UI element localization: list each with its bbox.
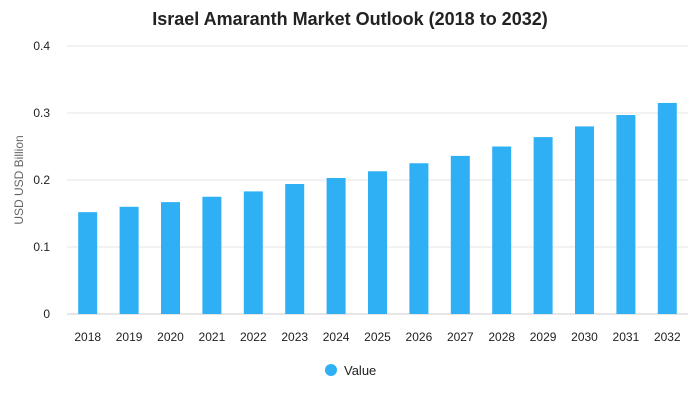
y-tick-label: 0.1 [33, 240, 50, 254]
legend-label-value: Value [344, 363, 376, 378]
bar-2022[interactable] [243, 191, 263, 314]
bar-2023[interactable] [285, 184, 305, 314]
legend-marker [325, 364, 337, 376]
bar-2018[interactable] [78, 212, 98, 314]
x-tick-label: 2020 [157, 330, 184, 344]
x-tick-label: 2029 [530, 330, 557, 344]
y-axis-label: USD USD Billion [12, 135, 26, 224]
x-tick-label: 2019 [116, 330, 143, 344]
y-tick-label: 0 [43, 307, 50, 321]
bars [78, 102, 677, 315]
bar-2029[interactable] [533, 137, 553, 314]
y-tick-label: 0.4 [33, 39, 50, 53]
bar-2021[interactable] [202, 196, 222, 314]
bar-2032[interactable] [657, 102, 677, 314]
x-tick-label: 2030 [571, 330, 598, 344]
x-tick-label: 2023 [281, 330, 308, 344]
bar-2024[interactable] [326, 177, 346, 314]
bar-2019[interactable] [119, 206, 139, 314]
x-axis-ticks: 2018 2019 2020 2021 2022 2023 2024 2025 2026 2027… [74, 330, 681, 344]
x-tick-label: 2024 [323, 330, 350, 344]
bar-2026[interactable] [409, 163, 429, 314]
x-tick-label: 2028 [488, 330, 515, 344]
x-tick-label: 2032 [654, 330, 681, 344]
legend[interactable]: Value [325, 363, 376, 378]
x-tick-label: 2018 [74, 330, 101, 344]
x-tick-label: 2027 [447, 330, 474, 344]
x-tick-label: 2031 [613, 330, 640, 344]
bar-2027[interactable] [450, 155, 470, 314]
y-tick-label: 0.2 [33, 173, 50, 187]
bar-2025[interactable] [368, 171, 387, 314]
bar-2028[interactable] [492, 146, 512, 315]
x-tick-label: 2022 [240, 330, 267, 344]
y-axis-ticks: 0 0.1 0.2 0.3 0.4 [33, 39, 50, 321]
y-tick-label: 0.3 [33, 106, 50, 120]
bar-2030[interactable] [575, 126, 594, 315]
x-tick-label: 2021 [199, 330, 226, 344]
bar-2031[interactable] [616, 115, 636, 314]
bar-2020[interactable] [161, 202, 180, 314]
x-tick-label: 2025 [364, 330, 391, 344]
x-tick-label: 2026 [406, 330, 433, 344]
chart-title: Israel Amaranth Market Outlook (2018 to … [152, 9, 547, 29]
